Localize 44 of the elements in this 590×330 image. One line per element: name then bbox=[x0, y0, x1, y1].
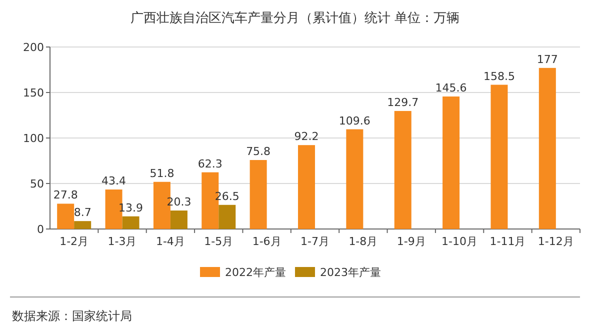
x-tick-label: 1-5月 bbox=[204, 235, 234, 248]
y-tick-label: 150 bbox=[23, 86, 44, 100]
bar bbox=[170, 210, 188, 229]
data-label: 158.5 bbox=[483, 70, 515, 83]
data-label: 129.7 bbox=[387, 96, 419, 109]
x-tick-label: 1-12月 bbox=[538, 235, 574, 248]
data-label: 51.8 bbox=[150, 166, 174, 180]
x-tick-label: 1-4月 bbox=[156, 235, 185, 248]
bar bbox=[490, 84, 508, 229]
bar bbox=[394, 110, 412, 229]
data-label: 8.7 bbox=[74, 206, 92, 220]
bar bbox=[538, 68, 556, 229]
bar bbox=[346, 129, 364, 229]
x-tick-label: 1-3月 bbox=[108, 235, 137, 248]
data-label: 145.6 bbox=[435, 82, 467, 95]
bar bbox=[122, 216, 140, 229]
x-tick-label: 1-11月 bbox=[490, 235, 526, 248]
bar bbox=[218, 204, 236, 229]
data-label: 27.8 bbox=[53, 188, 78, 202]
source-note: 数据来源：国家统计局 bbox=[12, 309, 132, 323]
legend-label: 2023年产量 bbox=[320, 266, 381, 279]
data-label: 75.8 bbox=[246, 145, 271, 158]
x-tick-label: 1-10月 bbox=[442, 235, 478, 248]
x-tick-label: 1-7月 bbox=[300, 235, 330, 248]
y-tick-label: 50 bbox=[30, 178, 44, 190]
y-tick-label: 100 bbox=[23, 132, 44, 145]
bar bbox=[298, 145, 315, 229]
y-tick-label: 200 bbox=[23, 41, 44, 54]
bar bbox=[250, 160, 267, 229]
data-label: 109.6 bbox=[338, 114, 370, 128]
bar bbox=[57, 204, 74, 229]
data-label: 92.2 bbox=[294, 130, 319, 144]
x-tick-label: 1-8月 bbox=[348, 235, 378, 248]
legend-label: 2022年产量 bbox=[225, 266, 286, 279]
data-label: 43.4 bbox=[102, 174, 126, 188]
data-label: 177 bbox=[536, 52, 558, 66]
x-tick-label: 1-6月 bbox=[252, 235, 282, 248]
chart-title: 广西壮族自治区汽车产量分月（累计值）统计 单位：万辆 bbox=[130, 11, 460, 26]
y-tick-label: 0 bbox=[37, 223, 44, 236]
bar bbox=[74, 221, 92, 229]
data-label: 62.3 bbox=[198, 157, 222, 170]
x-tick-label: 1-9月 bbox=[396, 235, 426, 248]
x-tick-label: 1-2月 bbox=[60, 235, 89, 248]
bar bbox=[442, 96, 460, 229]
